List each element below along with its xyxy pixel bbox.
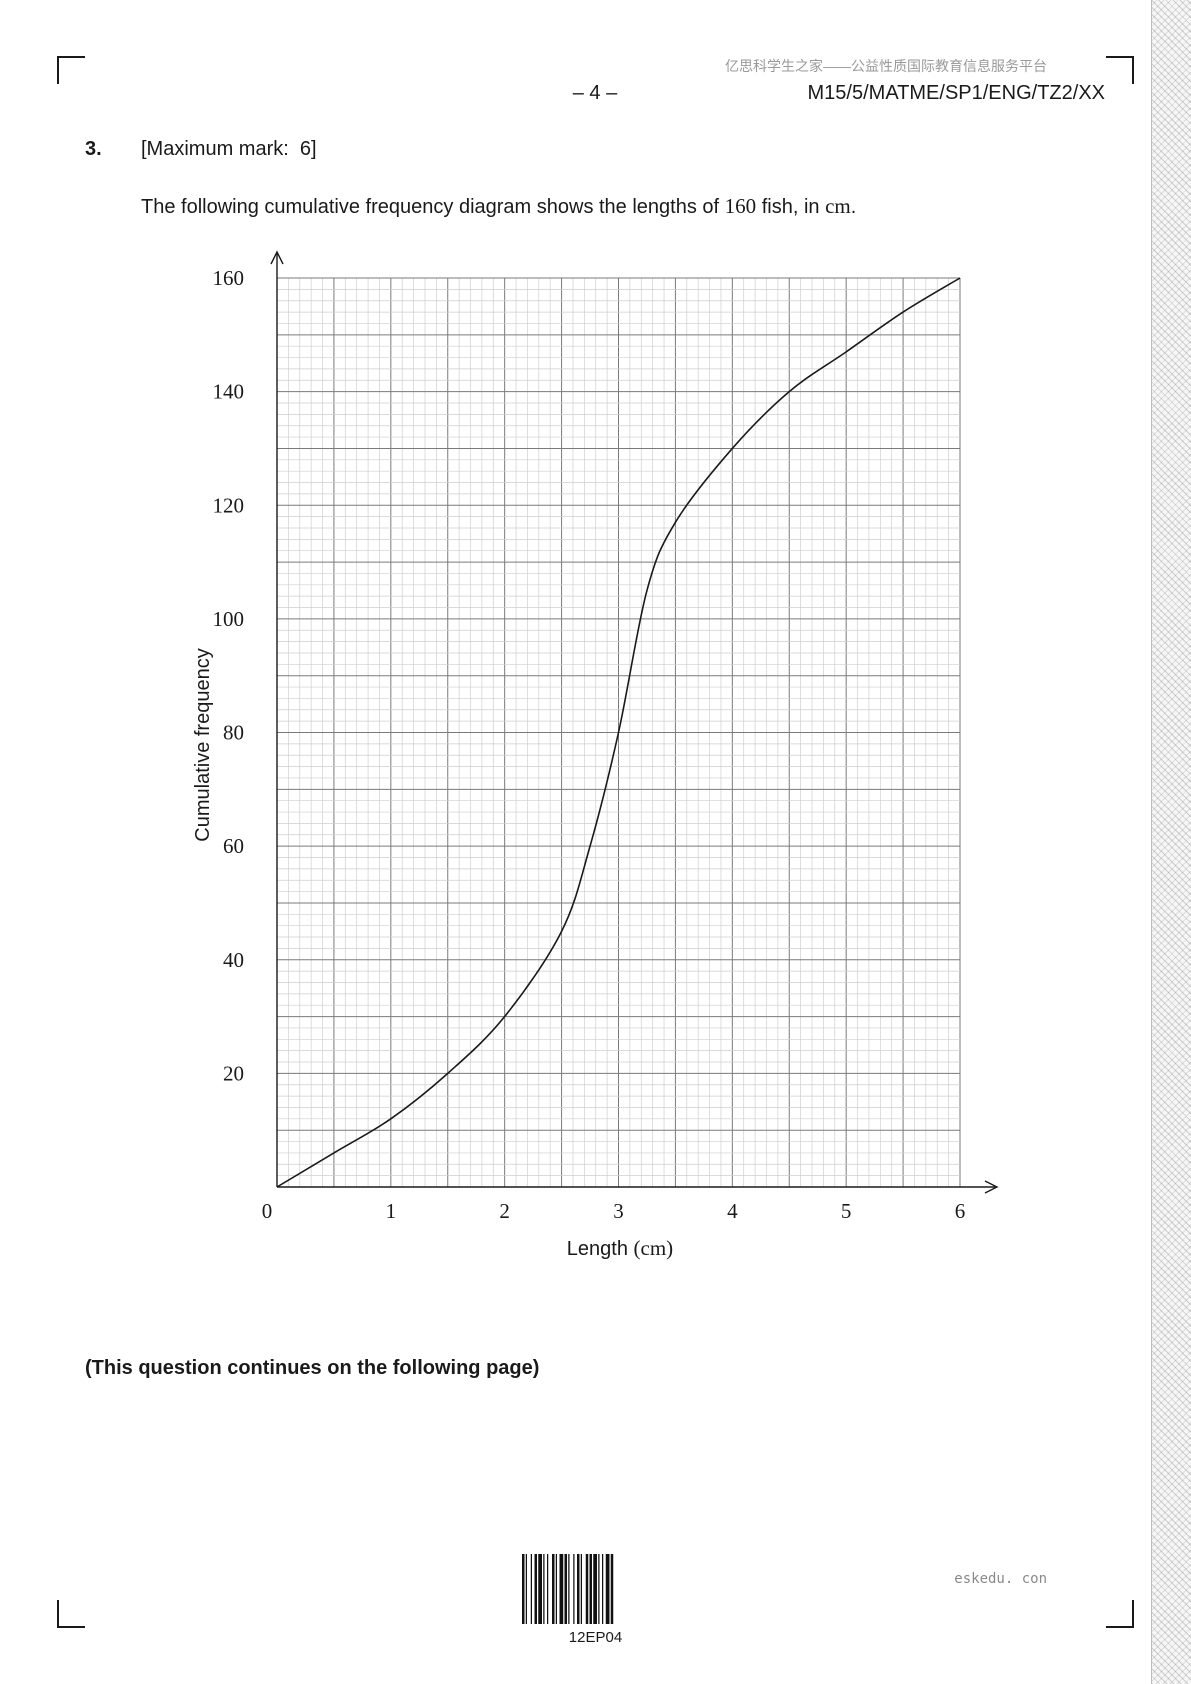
x-axis-arrow	[984, 1180, 999, 1194]
barcode-bar	[559, 1554, 564, 1624]
barcode-bar	[538, 1554, 542, 1624]
x-tick-label: 6	[955, 1199, 966, 1223]
paper-code: M15/5/MATME/SP1/ENG/TZ2/XX	[807, 82, 1105, 104]
barcode-bar	[530, 1554, 532, 1624]
chart-grid	[276, 277, 961, 1188]
barcode-bar	[593, 1554, 597, 1624]
barcode-bar	[543, 1554, 545, 1624]
barcode-bar	[605, 1554, 610, 1624]
question-intro-end: .	[850, 196, 857, 218]
barcode-label: 12EP04	[568, 1629, 623, 1646]
barcode-bar	[568, 1554, 570, 1624]
footer-site: eskedu. con	[954, 1571, 1047, 1587]
barcode-bars	[522, 1554, 614, 1624]
y-tick-label: 100	[213, 607, 245, 631]
barcode-bar	[522, 1554, 525, 1624]
barcode-bar	[534, 1554, 537, 1624]
chart-tick-labels: 0 1 2 3 4 5 6 20 40 60 80 100 120 140 160	[213, 266, 966, 1223]
y-tick-label: 80	[223, 721, 244, 745]
barcode-bar	[547, 1554, 549, 1624]
barcode-bar	[585, 1554, 589, 1624]
x-tick-label: 3	[613, 1199, 624, 1223]
barcode-bar	[580, 1554, 582, 1624]
barcode-bar	[525, 1554, 527, 1624]
x-tick-label: 2	[499, 1199, 510, 1223]
crop-mark-bottom-right	[1106, 1600, 1134, 1628]
x-tick-label: 0	[262, 1199, 273, 1223]
barcode-bar	[552, 1554, 555, 1624]
crop-mark-top-left	[57, 56, 85, 84]
barcode-bar	[598, 1554, 600, 1624]
barcode-bar	[602, 1554, 604, 1624]
y-tick-label: 160	[213, 266, 245, 290]
x-axis-label-text: Length	[567, 1238, 634, 1260]
barcode	[522, 1554, 669, 1624]
side-pattern-strip	[1151, 0, 1191, 1684]
y-tick-label: 40	[223, 948, 244, 972]
y-axis-label: Cumulative frequency	[192, 648, 214, 841]
y-axis-arrow	[270, 250, 284, 265]
question-intro-middle: fish, in	[756, 196, 826, 218]
y-tick-label: 60	[223, 834, 244, 858]
cumulative-frequency-curve	[276, 277, 961, 1188]
y-tick-label: 140	[213, 380, 245, 404]
crop-mark-top-right	[1106, 56, 1134, 84]
question-number: 3.	[85, 138, 102, 160]
barcode-bar	[589, 1554, 592, 1624]
x-tick-label: 1	[386, 1199, 397, 1223]
page-number: – 4 –	[572, 82, 618, 104]
chart-axes	[270, 250, 999, 1194]
x-tick-label: 4	[727, 1199, 738, 1223]
question-intro-start: The following cumulative frequency diagr…	[141, 196, 725, 218]
crop-mark-bottom-left	[57, 1600, 85, 1628]
barcode-bar	[564, 1554, 567, 1624]
barcode-bar	[610, 1554, 614, 1624]
continues-note: (This question continues on the followin…	[85, 1357, 540, 1379]
question-intro: The following cumulative frequency diagr…	[141, 194, 856, 219]
x-tick-label: 5	[841, 1199, 852, 1223]
question-max-mark: [Maximum mark: 6]	[141, 138, 317, 160]
y-tick-label: 120	[213, 493, 245, 517]
barcode-bar	[555, 1554, 557, 1624]
y-tick-label: 20	[223, 1061, 244, 1085]
x-axis-label-unit: (cm)	[634, 1236, 674, 1260]
barcode-bar	[573, 1554, 575, 1624]
question-intro-count: 160	[724, 194, 757, 218]
x-axis-label: Length (cm)	[567, 1236, 673, 1260]
header-watermark: 亿思科学生之家——公益性质国际教育信息服务平台	[725, 58, 1047, 74]
question-intro-unit: cm	[825, 194, 851, 218]
barcode-bar	[577, 1554, 580, 1624]
